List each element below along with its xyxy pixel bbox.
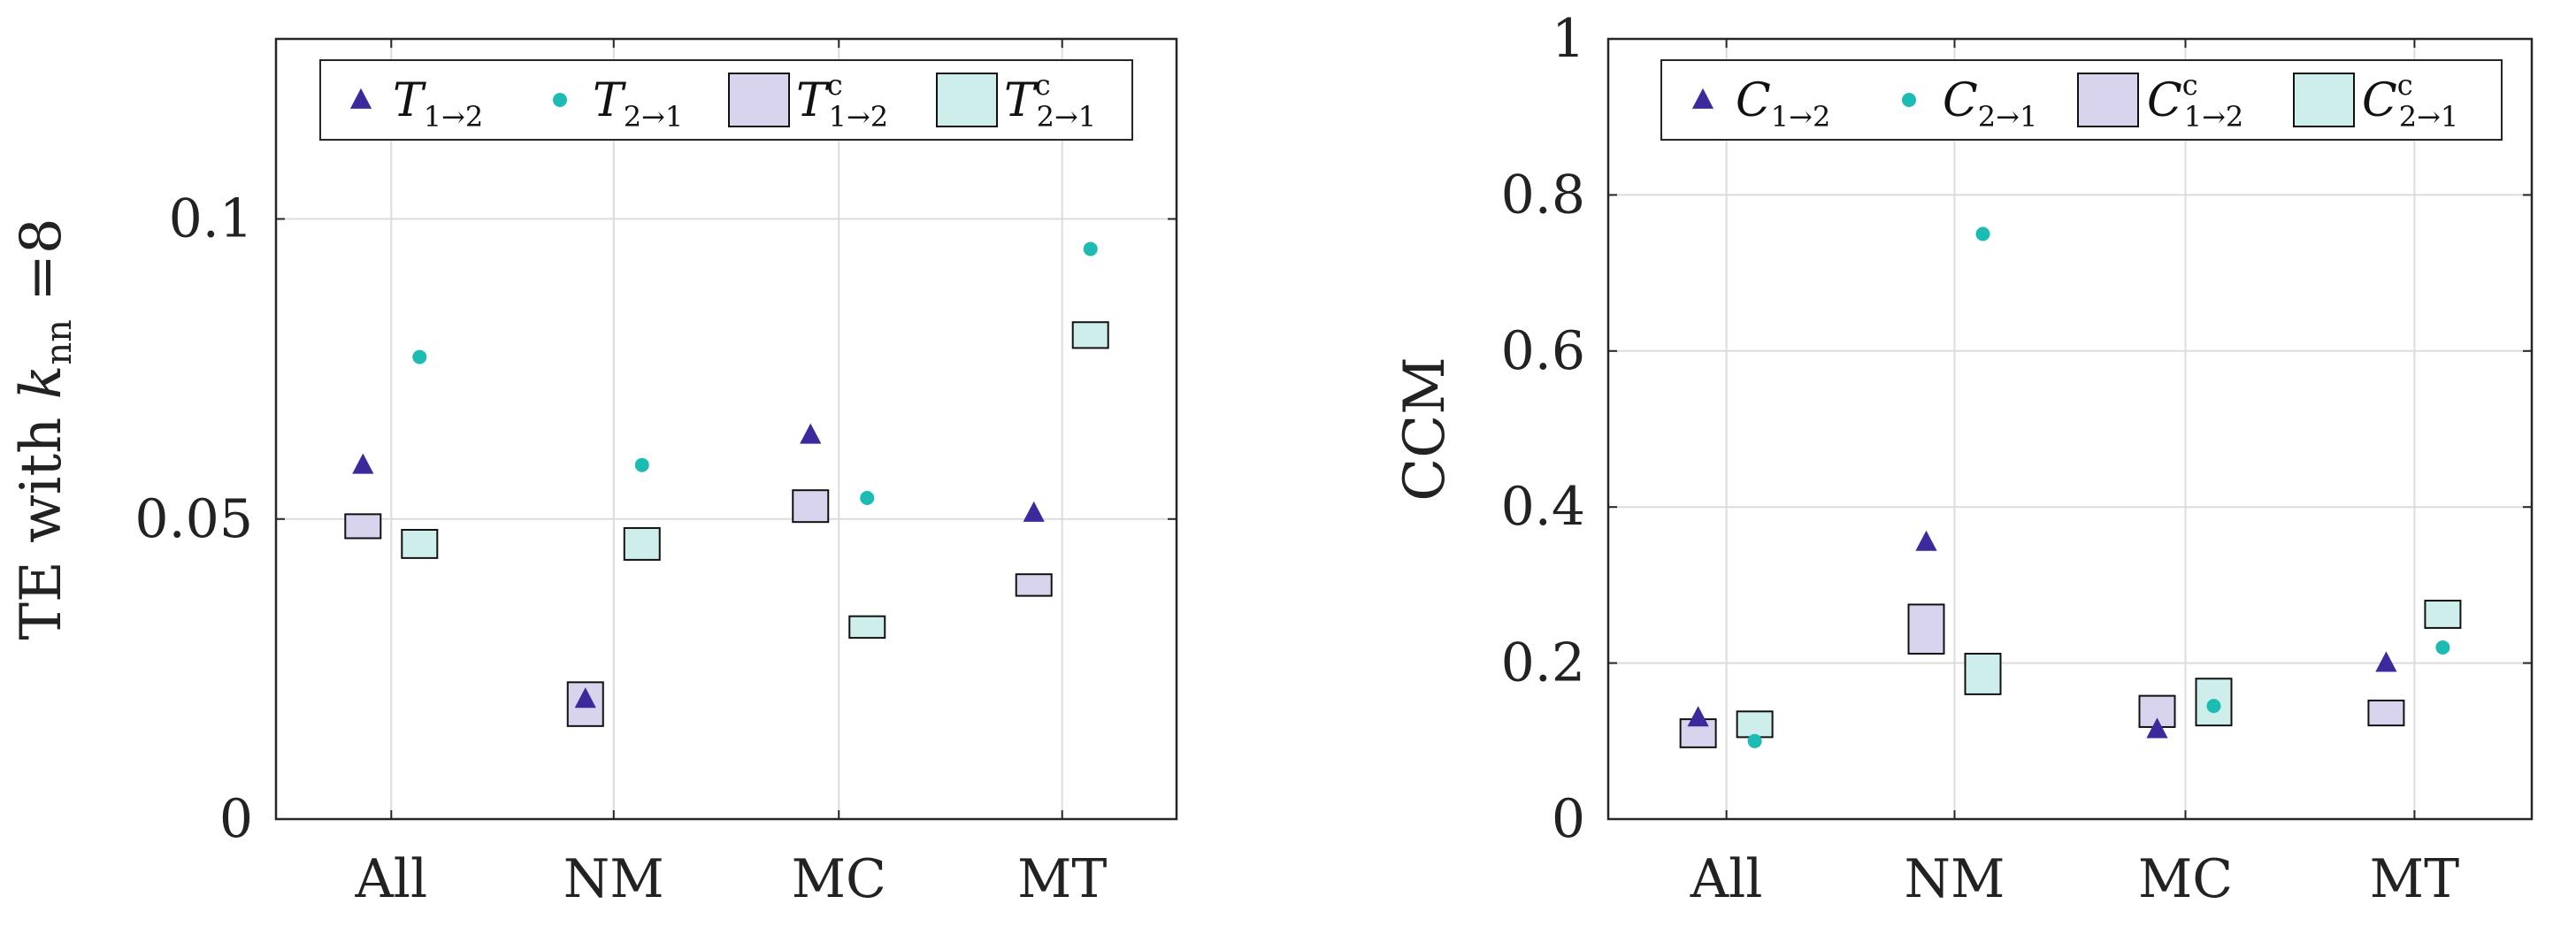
y-tick-label: 0 [219, 788, 253, 850]
x-tick-label: All [354, 848, 427, 910]
backward_c-box-mt [1071, 321, 1109, 349]
y-tick-label: 0.6 [1501, 320, 1585, 382]
legend-subscript: 1→2 [424, 100, 484, 134]
y-tick-label: 0 [1552, 788, 1585, 850]
backward-point-nm [634, 457, 649, 472]
forward-point-all [1687, 706, 1709, 727]
backward-point-mt [1083, 241, 1098, 257]
legend-box-icon [936, 73, 998, 127]
y-tick-label: 0.2 [1501, 632, 1585, 694]
legend-box-icon [2293, 73, 2355, 127]
x-tick-label: MC [792, 848, 886, 910]
legend-symbol: T [393, 74, 426, 127]
legend: T1→2 T2→1 Tc 1→2 Tc 2→1 [319, 59, 1133, 141]
legend-subscript: 2→1 [1037, 100, 1097, 134]
backward_c-box-mt [2424, 600, 2462, 629]
legend-symbol: C [1943, 74, 1978, 127]
x-tick-label: MT [1017, 848, 1107, 910]
legend-superscript: c [2397, 68, 2413, 102]
legend-box-icon [728, 73, 790, 127]
legend-symbol: C [1736, 74, 1771, 127]
y-axis-title-k: k [9, 365, 74, 400]
x-tick-label: MT [2370, 848, 2459, 910]
legend-label-backward: C2→1 [1943, 74, 2037, 134]
y-tick-label: 0.05 [134, 488, 253, 550]
y-axis-title-prefix: TE with [9, 399, 74, 640]
plot-frame [274, 37, 1178, 821]
legend-triangle-icon [349, 88, 372, 109]
y-axis-title-suffix: =8 [9, 218, 74, 319]
forward_c-box-nm [1907, 603, 1945, 655]
forward_c-box-mt [2367, 699, 2405, 727]
legend-circle-icon [1902, 93, 1916, 107]
legend-label-forward_c: Cc 1→2 [2147, 68, 2243, 134]
legend-subscript: 1→2 [829, 100, 889, 134]
legend-label-backward_c: Cc 2→1 [2362, 68, 2458, 134]
forward-point-nm [574, 687, 596, 709]
legend-subscript: 2→1 [624, 100, 684, 134]
legend-label-backward: T2→1 [593, 74, 683, 134]
forward-point-nm [1915, 530, 1937, 551]
legend-subscript: 1→2 [2184, 100, 2244, 134]
y-axis-title: TE with knn =8 [9, 218, 80, 640]
backward-point-all [412, 349, 427, 364]
backward-point-mt [2435, 640, 2450, 655]
forward_c-box-mc [792, 489, 830, 524]
backward-point-mc [2206, 699, 2221, 714]
x-tick-label: All [1690, 848, 1763, 910]
legend-box-icon [2077, 73, 2139, 127]
forward-point-mt [1023, 501, 1045, 522]
forward-point-mt [2375, 651, 2397, 672]
backward_c-box-all [1736, 710, 1774, 739]
forward_c-box-mt [1015, 573, 1053, 597]
legend-superscript: c [827, 68, 843, 102]
backward_c-box-mc [848, 615, 886, 640]
legend-subscript: 2→1 [2399, 100, 2459, 134]
legend-label-forward: C1→2 [1736, 74, 1830, 134]
legend-superscript: c [2182, 68, 2198, 102]
legend-superscript: c [1035, 68, 1051, 102]
legend-subscript: 1→2 [1771, 100, 1831, 134]
legend-label-backward_c: Tc 2→1 [1004, 68, 1096, 134]
legend-label-forward: T1→2 [393, 74, 483, 134]
x-tick-label: NM [564, 848, 664, 910]
legend-label-forward_c: Tc 1→2 [796, 68, 888, 134]
legend-symbol: C [2362, 74, 2397, 127]
x-tick-label: NM [1905, 848, 2005, 910]
forward-point-mc [800, 423, 822, 444]
y-tick-label: 1 [1552, 8, 1585, 70]
legend-circle-icon [553, 93, 567, 107]
y-axis-title-sub: nn [39, 319, 80, 365]
backward-point-mc [860, 491, 875, 506]
y-axis-title: CCM [1392, 356, 1458, 501]
backward_c-box-nm [623, 526, 661, 561]
legend-triangle-icon [1691, 88, 1714, 109]
y-tick-label: 0.8 [1501, 164, 1585, 226]
y-tick-label: 0.1 [169, 188, 253, 250]
legend-symbol: T [1004, 74, 1038, 127]
legend: C1→2 C2→1 Cc 1→2 Cc 2→1 [1660, 59, 2503, 141]
plot-frame [1606, 37, 2534, 821]
backward-point-nm [1975, 226, 1990, 241]
backward_c-box-all [401, 528, 439, 559]
x-tick-label: MC [2138, 848, 2233, 910]
y-tick-label: 0.4 [1501, 476, 1585, 538]
legend-symbol: C [2147, 74, 2182, 127]
backward_c-box-nm [1964, 653, 2002, 695]
forward-point-mc [2146, 717, 2168, 739]
backward-point-all [1747, 733, 1762, 748]
legend-symbol: T [593, 74, 626, 127]
forward-point-all [352, 453, 374, 474]
forward_c-box-all [344, 513, 382, 540]
legend-symbol: T [796, 74, 830, 127]
legend-subscript: 2→1 [1978, 100, 2038, 134]
